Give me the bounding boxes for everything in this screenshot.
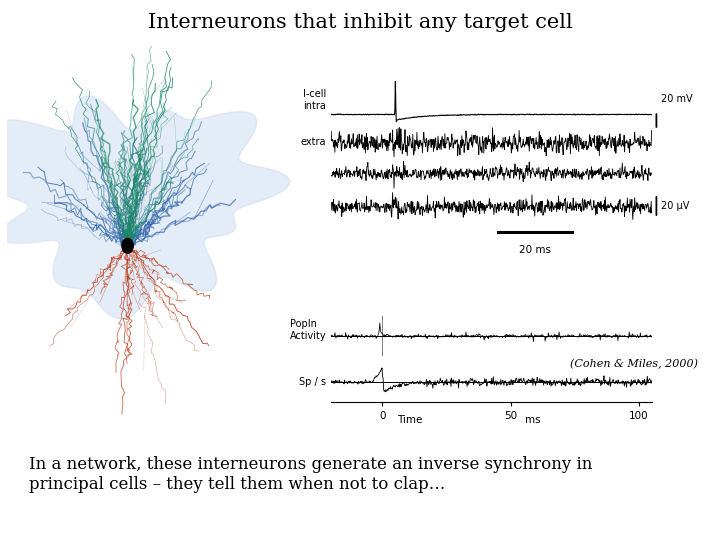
Text: (Cohen & Miles, 2000): (Cohen & Miles, 2000) [570, 359, 698, 369]
Text: PopIn
Activity: PopIn Activity [289, 319, 326, 341]
Text: 20 mV: 20 mV [661, 94, 693, 104]
Text: Sp / s: Sp / s [300, 377, 326, 387]
Text: 20 μV: 20 μV [661, 201, 690, 211]
Text: I-cell
intra: I-cell intra [303, 89, 326, 111]
Text: ms: ms [525, 415, 541, 426]
Text: In a network, these interneurons generate an inverse synchrony in
principal cell: In a network, these interneurons generat… [29, 456, 592, 493]
Circle shape [122, 239, 133, 253]
Text: extra: extra [301, 137, 326, 147]
Text: Time: Time [397, 415, 423, 426]
Polygon shape [0, 96, 289, 319]
Text: Interneurons that inhibit any target cell: Interneurons that inhibit any target cel… [148, 14, 572, 32]
Text: 20 ms: 20 ms [518, 246, 551, 255]
